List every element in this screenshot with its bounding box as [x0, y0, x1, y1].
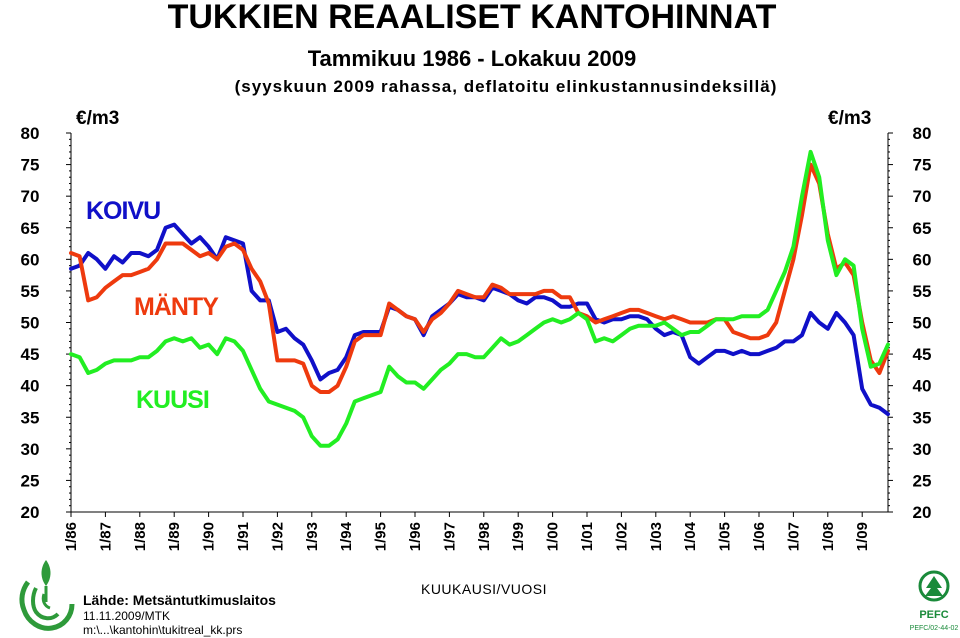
y-unit-left: €/m3	[76, 108, 119, 129]
y-tick-label-right: 25	[913, 471, 932, 490]
x-tick-label: 1/09	[854, 522, 871, 551]
x-tick-label: 1/01	[579, 522, 596, 551]
y-tick-label-left: 20	[21, 503, 40, 522]
y-tick-label-right: 70	[913, 187, 932, 206]
series-label-kuusi: KUUSI	[136, 386, 209, 414]
x-tick-label: 1/02	[613, 522, 630, 551]
y-tick-label-left: 75	[21, 156, 40, 175]
y-tick-label-right: 30	[913, 440, 932, 459]
x-tick-label: 1/86	[63, 522, 80, 551]
pefc-code: PEFC/02-44-02	[910, 625, 959, 632]
mtk-leaf-logo-icon	[19, 560, 75, 631]
x-tick-label: 1/94	[338, 521, 355, 551]
series-line-kuusi	[69, 149, 890, 448]
series-line-manty	[69, 162, 890, 394]
y-tick-label-left: 45	[21, 345, 40, 364]
y-tick-label-left: 65	[21, 219, 40, 238]
y-tick-label-right: 40	[913, 377, 932, 396]
y-tick-label-left: 60	[21, 250, 40, 269]
y-tick-label-left: 55	[21, 282, 40, 301]
y-tick-label-right: 65	[913, 219, 932, 238]
y-unit-right: €/m3	[828, 108, 871, 129]
x-tick-label: 1/06	[751, 522, 768, 551]
series-lines	[69, 149, 890, 448]
x-tick-label: 1/91	[235, 522, 252, 551]
x-tick-label: 1/03	[648, 522, 665, 551]
y-tick-label-right: 45	[913, 345, 932, 364]
y-tick-label-right: 50	[913, 314, 932, 333]
chart-title: TUKKIEN REAALISET KANTOHINNAT	[168, 0, 777, 36]
y-ticks-left: 20 25 30 35 40 45 50 55 60 65 70 75 80	[21, 124, 71, 522]
x-tick-label: 1/98	[476, 522, 493, 551]
y-tick-label-right: 80	[913, 124, 932, 143]
x-tick-label: 1/96	[407, 522, 424, 551]
x-tick-label: 1/05	[717, 522, 734, 551]
x-tick-label: 1/07	[785, 522, 802, 551]
y-tick-label-right: 75	[913, 156, 932, 175]
x-tick-label: 1/87	[97, 522, 114, 551]
y-tick-label-left: 35	[21, 408, 40, 427]
x-tick-label: 1/04	[682, 521, 699, 551]
pefc-tree-logo-icon	[918, 570, 950, 602]
y-ticks-right: 20 25 30 35 40 45 50 55 60 65 70 75 80	[888, 124, 931, 522]
chart-note: (syyskuun 2009 rahassa, deflatoitu elink…	[235, 77, 778, 96]
x-ticks: 1/86 1/87 1/88 1/89 1/90 1/91 1/92 1/93 1/94 1/95…	[63, 512, 871, 551]
x-tick-label: 1/08	[820, 522, 837, 551]
axes	[70, 133, 889, 513]
y-tick-label-right: 55	[913, 282, 932, 301]
x-axis-title: KUUKAUSI/VUOSI	[421, 581, 547, 597]
y-tick-label-right: 20	[913, 503, 932, 522]
x-tick-label: 1/95	[373, 522, 390, 551]
y-tick-label-left: 25	[21, 471, 40, 490]
x-tick-label: 1/89	[166, 522, 183, 551]
date-text: 11.11.2009/MTK	[83, 609, 170, 623]
x-tick-label: 1/00	[545, 522, 562, 551]
x-tick-label: 1/90	[201, 522, 218, 551]
x-tick-label: 1/93	[304, 522, 321, 551]
y-tick-label-left: 50	[21, 314, 40, 333]
y-tick-label-right: 60	[913, 250, 932, 269]
series-label-manty: MÄNTY	[134, 293, 219, 321]
chart-subtitle: Tammikuu 1986 - Lokakuu 2009	[308, 46, 637, 71]
path-text: m:\...\kantohin\tukitreal_kk.prs	[83, 623, 242, 637]
series-label-koivu: KOIVU	[86, 197, 160, 225]
x-tick-label: 1/97	[441, 522, 458, 551]
x-tick-label: 1/99	[510, 522, 527, 551]
y-tick-label-left: 70	[21, 187, 40, 206]
y-tick-label-left: 40	[21, 377, 40, 396]
y-tick-label-right: 35	[913, 408, 932, 427]
y-tick-label-left: 30	[21, 440, 40, 459]
x-tick-label: 1/92	[269, 522, 286, 551]
y-tick-label-left: 80	[21, 124, 40, 143]
x-tick-label: 1/88	[132, 522, 149, 551]
pefc-text: PEFC	[919, 609, 948, 621]
source-text: Lähde: Metsäntutkimuslaitos	[83, 592, 276, 608]
